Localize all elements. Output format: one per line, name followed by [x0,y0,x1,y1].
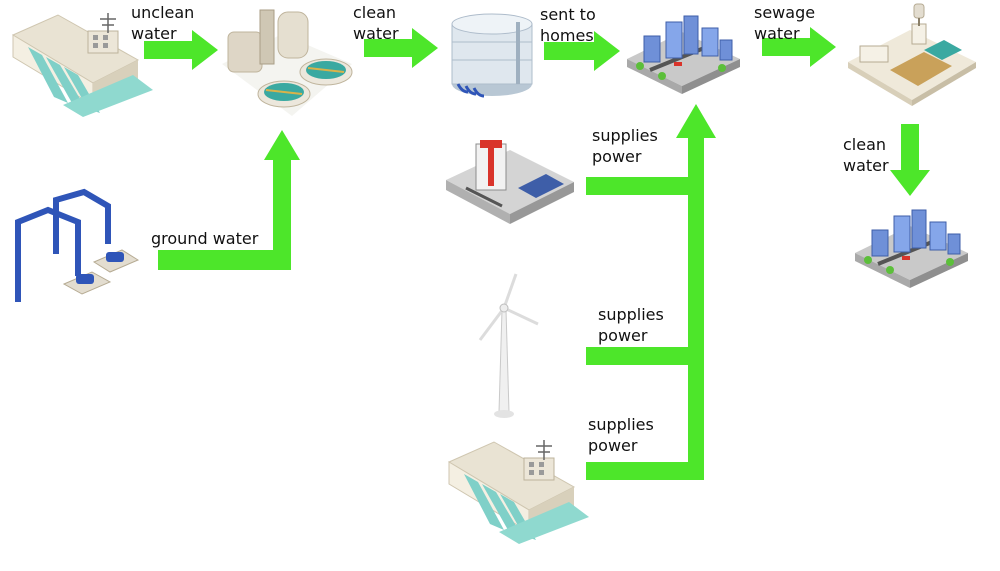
arrow-clean-water [364,28,438,68]
label-sent-to-homes: sent to homes [540,5,596,45]
hydro-dam-icon [448,439,590,545]
sewage-treatment-plant-icon [848,3,976,106]
arrow-power-branch-3 [586,462,690,480]
city-icon [853,208,970,290]
label-clean-water: clean water [353,3,399,43]
label-supplies-power-1: supplies power [592,126,658,166]
label-supplies-power-2: supplies power [598,305,664,345]
label-clean-water-down: clean water [843,135,889,175]
water-treatment-plant-icon [222,9,353,116]
label-supplies-power-3: supplies power [588,415,654,455]
city-icon [625,14,742,96]
arrow-ground-water [158,130,300,270]
arrow-unclean-water [144,30,218,70]
label-unclean-water: unclean water [131,3,195,43]
arrow-clean-water-down [890,124,930,196]
arrow-power-trunk [676,104,716,480]
arrow-sewage-water [762,27,836,67]
power-station-icon [446,140,574,224]
wind-turbine-icon [478,273,539,418]
label-ground-water: ground water [151,229,259,248]
groundwater-pump-pipes-icon [15,188,140,302]
arrow-sent-to-homes [544,31,620,71]
water-storage-tank-icon [451,13,533,98]
arrow-power-branch-2 [586,347,690,365]
arrow-power-branch-1 [586,177,690,195]
flow-arrows [144,27,930,480]
label-sewage-water: sewage water [754,3,816,43]
